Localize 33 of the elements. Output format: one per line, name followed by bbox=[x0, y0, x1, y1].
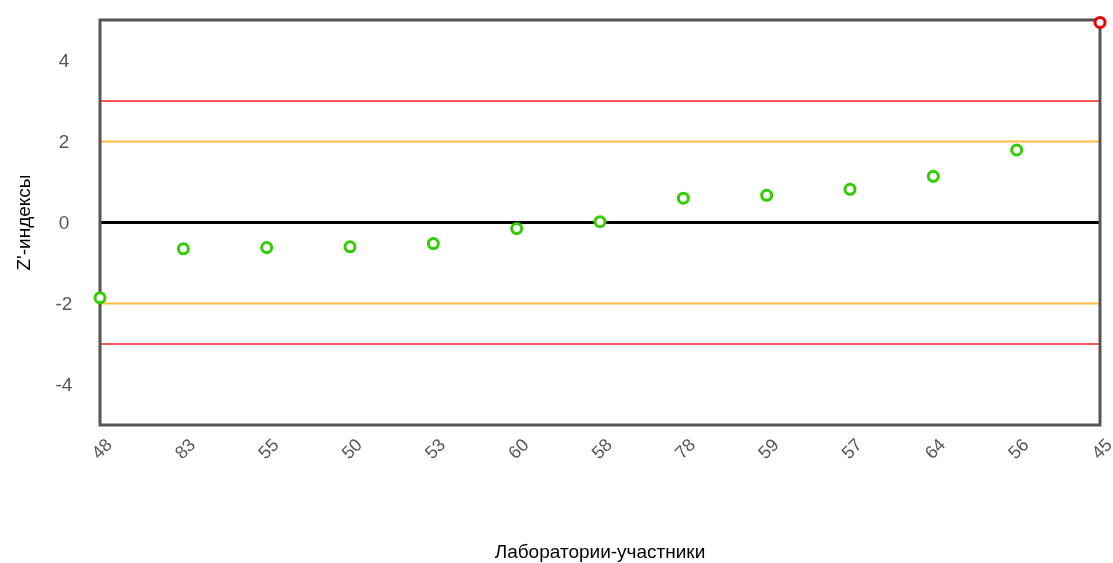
y-tick-label: 0 bbox=[58, 212, 70, 234]
y-tick-label: -2 bbox=[55, 293, 73, 315]
y-axis-title: Z'-индексы bbox=[13, 174, 34, 271]
y-tick-label: 2 bbox=[58, 131, 70, 153]
x-tick-label: 83 bbox=[170, 434, 200, 463]
x-tick-label: 55 bbox=[254, 434, 283, 463]
point bbox=[760, 188, 774, 202]
point bbox=[260, 241, 274, 255]
x-tick-label: 78 bbox=[670, 434, 700, 463]
point bbox=[926, 169, 940, 183]
x-tick-label: 53 bbox=[420, 434, 450, 463]
point bbox=[176, 242, 190, 256]
x-tick-label: 45 bbox=[1087, 434, 1113, 463]
x-tick-label: 56 bbox=[1004, 434, 1033, 463]
x-tick-label: 57 bbox=[837, 434, 866, 463]
point bbox=[426, 237, 440, 251]
point bbox=[676, 191, 690, 205]
x-tick-label: 59 bbox=[754, 434, 783, 463]
point bbox=[593, 215, 607, 229]
point bbox=[1010, 143, 1024, 157]
point bbox=[343, 240, 357, 254]
x-tick-label: 64 bbox=[920, 434, 950, 463]
point bbox=[1093, 15, 1107, 29]
y-tick-label: -4 bbox=[55, 374, 73, 396]
point bbox=[93, 291, 107, 305]
x-tick-label: 50 bbox=[337, 434, 366, 463]
y-tick-label: 4 bbox=[58, 50, 70, 72]
point bbox=[510, 222, 524, 236]
x-tick-label: 60 bbox=[504, 434, 533, 463]
x-tick-label: 58 bbox=[587, 434, 616, 463]
x-tick-label: 48 bbox=[87, 434, 116, 463]
x-axis-title: Лаборатории-участники bbox=[494, 541, 706, 562]
point bbox=[843, 182, 857, 196]
